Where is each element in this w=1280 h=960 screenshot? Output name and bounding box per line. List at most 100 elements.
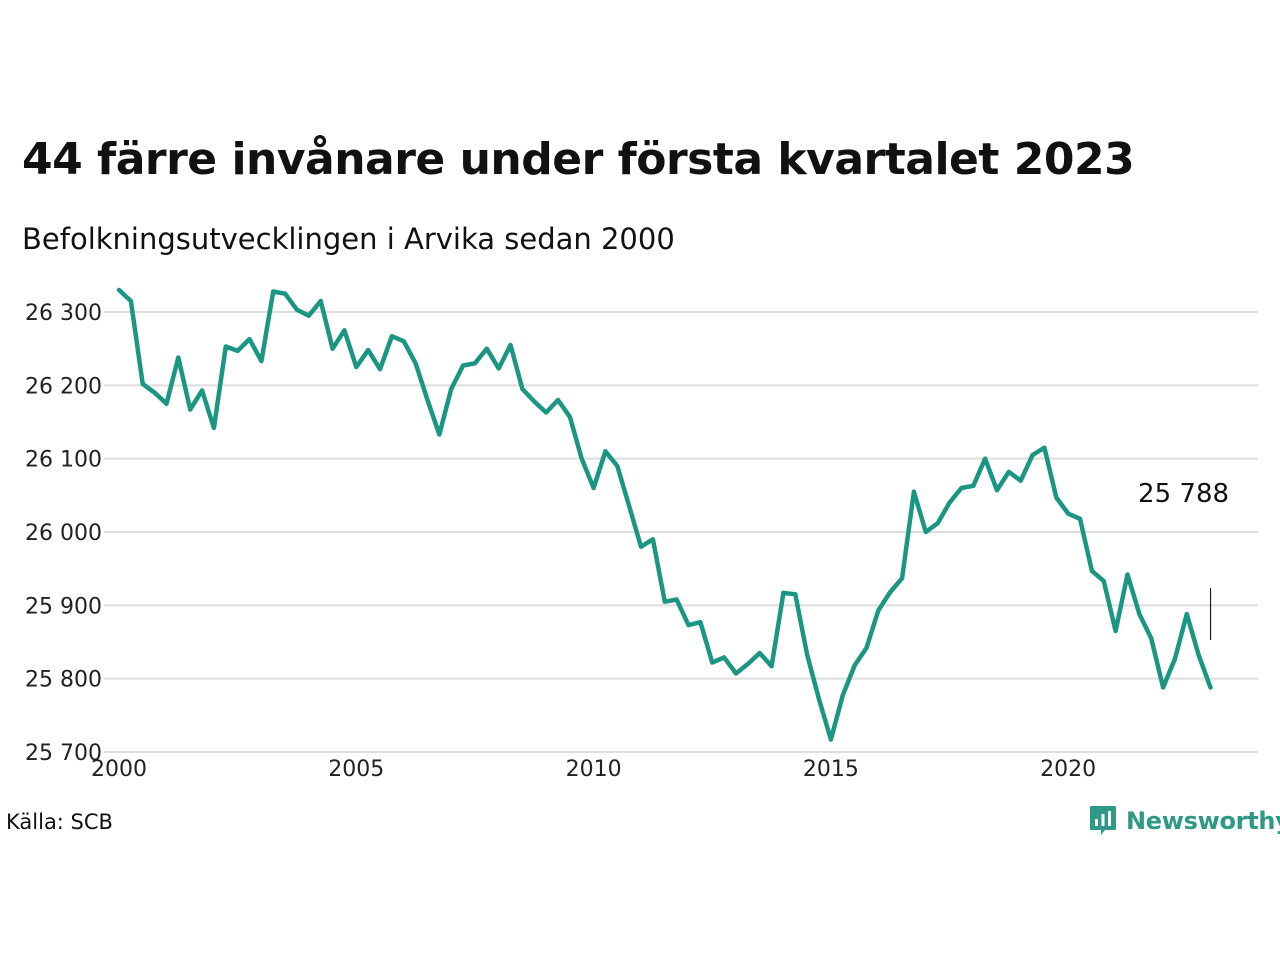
data-point [662,599,667,604]
data-point [1006,469,1011,474]
data-point [1066,511,1071,516]
data-point [1018,478,1023,483]
data-point [947,500,952,505]
data-point [793,592,798,597]
data-point [1101,579,1106,584]
data-point [176,355,181,360]
data-point [294,307,299,312]
data-point [330,346,335,351]
data-point [1137,612,1142,617]
data-point [923,530,928,534]
y-tick-label-25800: 25 800 [25,668,102,693]
y-tick-label-26100: 26 100 [25,448,102,473]
data-point [1042,445,1047,450]
data-point [247,337,252,342]
data-point [876,608,881,613]
data-point [211,425,216,430]
data-point [864,645,869,650]
data-point [674,597,679,602]
data-point [911,489,916,494]
data-point [781,590,786,595]
data-point [733,671,738,676]
data-point [983,456,988,461]
data-point [994,488,999,493]
y-tick-label-25700: 25 700 [25,741,102,766]
data-point [615,464,620,468]
y-tick-label-26300: 26 300 [25,301,102,326]
x-tick-label-2010: 2010 [566,757,622,782]
data-point [710,660,715,665]
data-point [959,486,964,490]
data-point [188,407,193,412]
x-tick-label-2005: 2005 [328,757,384,782]
x-tick-label-2020: 2020 [1040,757,1096,782]
data-point [935,521,940,526]
series-line [116,287,1213,742]
data-point [971,483,976,488]
data-point [1054,495,1059,500]
data-point [650,537,655,542]
data-point [152,390,157,395]
data-point [342,328,347,333]
data-point [888,590,893,595]
data-point [461,363,466,368]
data-point [817,697,822,702]
data-point [200,388,205,393]
y-tick-label-26000: 26 000 [25,521,102,546]
data-point [401,339,406,344]
data-point [1208,685,1213,690]
data-point [117,288,121,292]
data-point [1149,636,1154,641]
data-point [840,693,845,698]
data-point [128,299,133,303]
data-point [555,398,560,402]
data-point [235,348,240,353]
data-point [769,664,774,669]
data-point [306,313,311,318]
chart-subtitle: Befolkningsutvecklingen i Arvika sedan 2… [22,222,675,256]
data-point [544,410,549,415]
data-point [757,651,762,655]
data-point [437,432,442,437]
data-point [164,401,169,406]
data-point [639,544,644,549]
data-points [117,288,1213,742]
data-point [591,486,596,490]
data-point [1030,453,1035,457]
brand-logo: Newsworthy [1088,804,1280,838]
data-point [413,361,418,366]
data-point [532,399,537,404]
data-point [508,343,513,347]
source-label: Källa: SCB [6,810,113,834]
x-tick-labels: 2000 2005 2010 2015 2020 [91,757,1096,782]
brand-name: Newsworthy [1126,807,1280,835]
data-point [627,504,632,509]
data-point [603,449,608,454]
data-point [496,366,501,371]
data-point [567,414,572,419]
data-point [1078,516,1083,521]
data-point [354,365,359,369]
data-point [900,576,905,581]
data-point [1125,572,1130,577]
data-point [1196,653,1201,658]
y-tick-label-25900: 25 900 [25,594,102,619]
data-point [283,291,288,296]
data-point [271,289,276,294]
data-point [223,344,228,349]
data-point [472,361,477,366]
data-point [484,346,489,351]
data-point [140,381,145,386]
x-tick-label-2015: 2015 [803,757,859,782]
data-point [828,737,833,742]
data-point [378,367,383,372]
data-point [520,387,525,391]
data-point [1089,568,1094,573]
data-point [579,456,584,461]
x-tick-label-2000: 2000 [91,757,147,782]
data-point [366,348,371,353]
last-value-label: 25 788 [1138,479,1229,509]
data-point [425,398,430,402]
data-point [745,662,750,666]
